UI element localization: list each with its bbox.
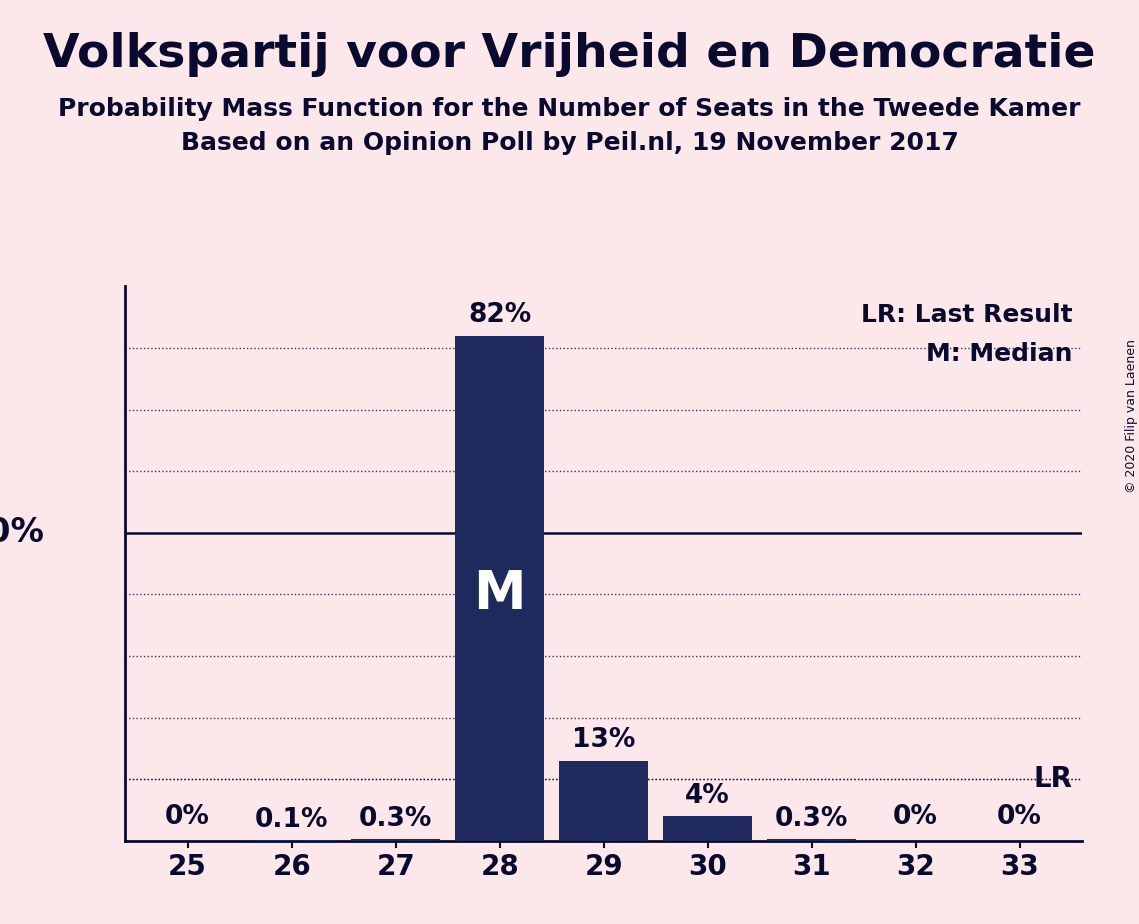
Text: © 2020 Filip van Laenen: © 2020 Filip van Laenen [1124,339,1138,492]
Text: Based on an Opinion Poll by Peil.nl, 19 November 2017: Based on an Opinion Poll by Peil.nl, 19 … [181,131,958,155]
Text: 0.1%: 0.1% [255,807,328,833]
Bar [768,839,855,841]
Text: Probability Mass Function for the Number of Seats in the Tweede Kamer: Probability Mass Function for the Number… [58,97,1081,121]
Text: 0%: 0% [998,804,1042,830]
Text: Volkspartij voor Vrijheid en Democratie: Volkspartij voor Vrijheid en Democratie [43,32,1096,78]
Bar [352,839,440,841]
Text: M: Median: M: Median [926,342,1073,366]
Text: 0%: 0% [165,804,210,830]
Text: 0%: 0% [893,804,939,830]
Text: M: M [474,568,526,620]
Text: 4%: 4% [686,783,730,808]
Bar [559,760,648,841]
Text: 0.3%: 0.3% [775,806,849,832]
Text: LR: LR [1033,765,1073,793]
Text: 13%: 13% [572,727,636,753]
Bar [456,335,544,841]
Text: 50%: 50% [0,517,44,550]
Text: 0.3%: 0.3% [359,806,433,832]
Text: LR: Last Result: LR: Last Result [861,303,1073,327]
Text: 82%: 82% [468,302,531,328]
Bar [664,816,752,841]
